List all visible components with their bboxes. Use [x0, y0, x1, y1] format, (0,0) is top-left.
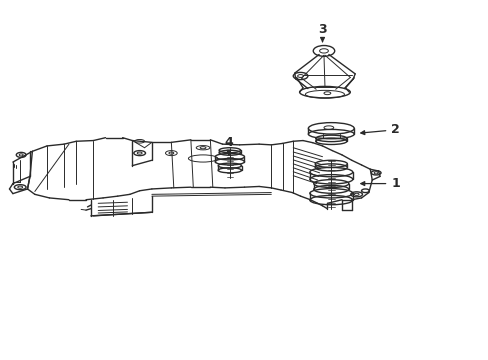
- Text: 1: 1: [360, 177, 399, 190]
- Text: 2: 2: [360, 123, 399, 136]
- Text: 3: 3: [318, 23, 326, 42]
- Text: 4: 4: [224, 136, 233, 155]
